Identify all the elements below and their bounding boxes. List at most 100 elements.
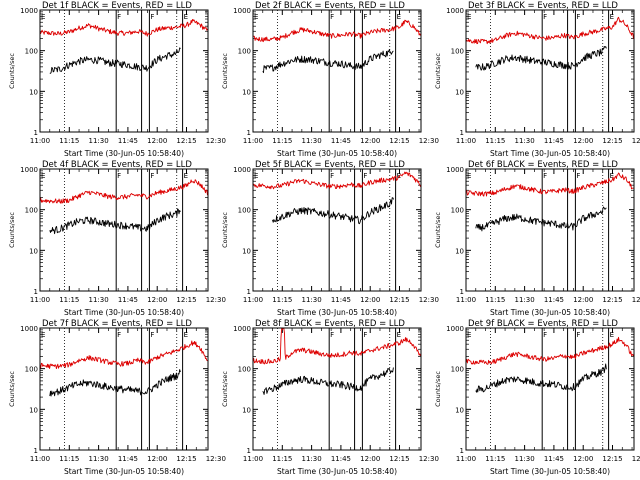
x-tick-label: 11:00 <box>456 455 476 463</box>
events-series-line <box>49 47 181 74</box>
y-tick-label: 100 <box>451 48 464 56</box>
x-tick-label: 11:15 <box>59 296 79 304</box>
plot-frame <box>252 9 422 133</box>
x-tick-label: 11:30 <box>302 455 322 463</box>
flag-label: F <box>150 172 154 180</box>
x-tick-label: 11:30 <box>302 296 322 304</box>
y-axis-label: Counts/sec <box>434 212 442 248</box>
y-tick-label: 1000 <box>20 325 38 333</box>
flag-label: F <box>330 13 334 21</box>
y-tick-label: 10 <box>29 88 38 96</box>
y-axis-label: Counts/sec <box>8 53 16 89</box>
y-tick-label: 1000 <box>446 325 464 333</box>
y-tick-label: 1 <box>34 129 38 137</box>
events-series-line <box>475 363 607 393</box>
x-tick-label: 12:30 <box>206 455 226 463</box>
y-tick-label: 100 <box>25 207 38 215</box>
flag-label: F <box>150 13 154 21</box>
y-axis-label: Counts/sec <box>434 53 442 89</box>
events-series-line <box>475 46 607 71</box>
x-tick-label: 12:15 <box>389 455 409 463</box>
panel-3: Det 3f BLACK = Events, RED = LLD Counts/s… <box>434 1 640 158</box>
x-tick-label: 11:30 <box>89 296 109 304</box>
y-tick-label: 10 <box>29 406 38 414</box>
panel-8: Det 8f BLACK = Events, RED = LLD Counts/s… <box>221 319 439 476</box>
flag-label: F <box>330 331 334 339</box>
lld-series-line <box>252 19 421 43</box>
panel-5: Det 5f BLACK = Events, RED = LLD Counts/s… <box>221 160 439 317</box>
plot-frame <box>465 168 635 292</box>
flag-label: E <box>184 13 188 21</box>
x-tick-label: 12:15 <box>602 455 622 463</box>
x-tick-label: 12:30 <box>632 455 640 463</box>
y-tick-label: 1 <box>34 288 38 296</box>
y-tick-label: 100 <box>238 48 251 56</box>
y-tick-label: 1000 <box>446 166 464 174</box>
x-tick-label: 11:45 <box>118 137 138 145</box>
flag-label: F <box>576 172 580 180</box>
x-axis-label: Start Time (30-Jun-05 10:58:40) <box>64 467 184 476</box>
x-tick-label: 12:00 <box>360 296 380 304</box>
y-axis-label: Counts/sec <box>8 212 16 248</box>
panel-title: Det 2f BLACK = Events, RED = LLD <box>255 1 405 11</box>
y-axis-label: Counts/sec <box>434 371 442 407</box>
events-series-line <box>49 208 181 235</box>
panel-title: Det 3f BLACK = Events, RED = LLD <box>468 1 618 11</box>
plot-frame <box>252 327 422 451</box>
flag-label: E <box>254 172 258 180</box>
panel-title: Det 6f BLACK = Events, RED = LLD <box>468 160 618 170</box>
x-tick-label: 12:30 <box>206 296 226 304</box>
x-tick-label: 11:00 <box>243 137 263 145</box>
y-tick-label: 1 <box>247 129 251 137</box>
flag-label: F <box>363 172 367 180</box>
y-tick-label: 1 <box>460 129 464 137</box>
plot-frame <box>465 327 635 451</box>
y-tick-label: 1 <box>247 447 251 455</box>
y-tick-label: 1 <box>460 288 464 296</box>
x-tick-label: 11:00 <box>456 137 476 145</box>
x-tick-label: 11:15 <box>272 137 292 145</box>
x-tick-label: 12:15 <box>176 137 196 145</box>
x-tick-label: 11:45 <box>331 137 351 145</box>
x-tick-label: 11:00 <box>243 296 263 304</box>
x-tick-label: 12:00 <box>360 137 380 145</box>
flag-label: F <box>543 13 547 21</box>
x-tick-label: 11:30 <box>302 137 322 145</box>
y-tick-label: 1 <box>460 447 464 455</box>
x-axis-label: Start Time (30-Jun-05 10:58:40) <box>64 149 184 158</box>
lld-series-line <box>465 336 634 365</box>
y-tick-label: 1 <box>247 288 251 296</box>
flag-label: E <box>467 13 471 21</box>
x-axis-label: Start Time (30-Jun-05 10:58:40) <box>490 149 610 158</box>
x-tick-label: 12:15 <box>602 137 622 145</box>
y-tick-label: 1000 <box>446 7 464 15</box>
x-tick-label: 12:30 <box>632 296 640 304</box>
panel-title: Det 7f BLACK = Events, RED = LLD <box>42 319 192 329</box>
flag-label: E <box>610 13 614 21</box>
x-tick-label: 12:15 <box>389 296 409 304</box>
x-tick-label: 11:15 <box>272 455 292 463</box>
x-tick-label: 11:45 <box>544 455 564 463</box>
panel-4: Det 4f BLACK = Events, RED = LLD Counts/s… <box>8 160 226 317</box>
x-tick-label: 11:15 <box>272 296 292 304</box>
x-tick-label: 12:00 <box>147 296 167 304</box>
plot-frame <box>252 168 422 292</box>
y-axis-label: Counts/sec <box>8 371 16 407</box>
lld-series-line <box>465 16 634 45</box>
flag-label: E <box>41 331 45 339</box>
y-tick-label: 1000 <box>233 325 251 333</box>
panel-2: Det 2f BLACK = Events, RED = LLD Counts/s… <box>221 1 439 158</box>
events-series-line <box>49 369 181 397</box>
x-tick-label: 12:00 <box>573 455 593 463</box>
y-tick-label: 10 <box>242 247 251 255</box>
plot-frame <box>39 9 209 133</box>
flag-label: E <box>610 172 614 180</box>
y-tick-label: 1000 <box>20 166 38 174</box>
x-tick-label: 12:15 <box>176 455 196 463</box>
panel-title: Det 1f BLACK = Events, RED = LLD <box>42 1 192 11</box>
y-tick-label: 10 <box>455 247 464 255</box>
flag-label: F <box>363 13 367 21</box>
flag-label: F <box>576 331 580 339</box>
x-tick-label: 11:15 <box>485 455 505 463</box>
flag-label: F <box>576 13 580 21</box>
